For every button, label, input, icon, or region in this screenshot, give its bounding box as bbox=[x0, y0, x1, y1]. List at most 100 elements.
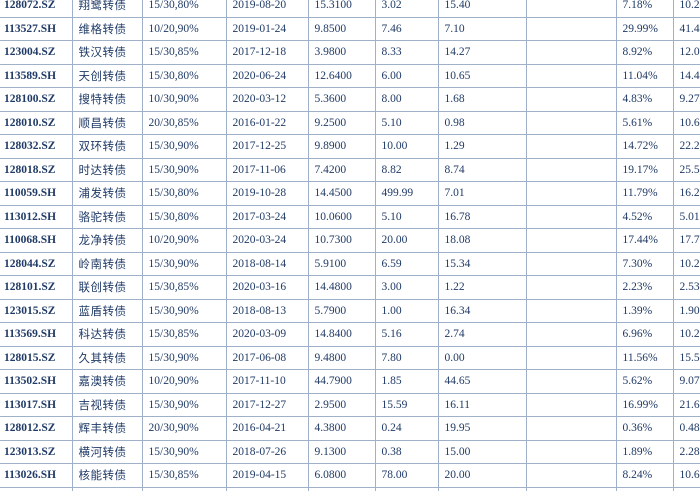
amount-cell: 5.10 bbox=[375, 111, 439, 135]
trigger-terms-cell: 15/30,85% bbox=[142, 275, 227, 300]
price-cell: 14.4800 bbox=[308, 275, 376, 300]
trigger-terms-cell: 15/30,80% bbox=[142, 64, 227, 88]
amount-cell: 78.00 bbox=[375, 463, 439, 488]
pct-b-cell: 9.07% bbox=[673, 369, 700, 394]
price-cell: 44.7900 bbox=[308, 369, 376, 394]
value-cell: 7.10 bbox=[438, 17, 527, 41]
pct-a-cell bbox=[616, 487, 674, 491]
value-cell: 0.98 bbox=[438, 111, 527, 135]
bond-code-cell: 113589.SH bbox=[0, 64, 73, 88]
table-row: 128032.SZ 双环转债 15/30,90% 2017-12-25 9.8900 10… bbox=[0, 134, 700, 159]
trigger-terms-cell: 10/20,90% bbox=[142, 17, 227, 41]
bond-code-cell: 123013.SZ bbox=[0, 440, 73, 464]
date-cell: 2017-06-08 bbox=[226, 346, 309, 370]
date-cell: 2020-03-24 bbox=[226, 228, 309, 253]
blank-cell bbox=[526, 111, 617, 135]
bond-code-cell bbox=[0, 487, 73, 491]
pct-b-cell: 14.49% bbox=[673, 64, 700, 88]
bond-name-cell: 吉视转债 bbox=[72, 393, 143, 417]
amount-cell: 8.33 bbox=[375, 40, 439, 65]
date-cell: 2020-03-09 bbox=[226, 322, 309, 347]
pct-b-cell: 10.24% bbox=[673, 0, 700, 18]
trigger-terms-cell: 20/30,85% bbox=[142, 111, 227, 135]
table-row: 113017.SH 吉视转债 15/30,90% 2017-12-27 2.9500 15… bbox=[0, 393, 700, 417]
bond-name-cell: 蓝盾转债 bbox=[72, 299, 143, 323]
bond-name-cell: 辉丰转债 bbox=[72, 416, 143, 441]
bond-code-cell: 123015.SZ bbox=[0, 299, 73, 323]
date-cell: 2018-07-26 bbox=[226, 440, 309, 464]
blank-cell bbox=[526, 463, 617, 488]
pct-b-cell: 22.29% bbox=[673, 134, 700, 159]
blank-cell bbox=[526, 181, 617, 206]
pct-a-cell: 16.99% bbox=[616, 393, 674, 417]
bond-code-cell: 128012.SZ bbox=[0, 416, 73, 441]
bond-name-cell: 浦发转债 bbox=[72, 181, 143, 206]
value-cell: 7.01 bbox=[438, 181, 527, 206]
value-cell bbox=[438, 487, 527, 491]
pct-a-cell: 5.62% bbox=[616, 369, 674, 394]
table-row: 128015.SZ 久其转债 15/30,90% 2017-06-08 9.4800 7.… bbox=[0, 346, 700, 370]
table-row: 110059.SH 浦发转债 15/30,80% 2019-10-28 14.4500 4… bbox=[0, 181, 700, 206]
bond-name-cell: 维格转债 bbox=[72, 17, 143, 41]
price-cell bbox=[308, 487, 376, 491]
bond-code-cell: 113012.SH bbox=[0, 205, 73, 229]
value-cell: 1.22 bbox=[438, 275, 527, 300]
pct-a-cell: 5.61% bbox=[616, 111, 674, 135]
trigger-terms-cell: 15/30,90% bbox=[142, 440, 227, 464]
trigger-terms-cell: 15/30,80% bbox=[142, 181, 227, 206]
value-cell: 14.27 bbox=[438, 40, 527, 65]
pct-b-cell: 0.48% bbox=[673, 416, 700, 441]
bond-name-cell: 骆驼转债 bbox=[72, 205, 143, 229]
pct-a-cell: 7.30% bbox=[616, 252, 674, 276]
blank-cell bbox=[526, 205, 617, 229]
price-cell: 14.8400 bbox=[308, 322, 376, 347]
pct-a-cell: 1.89% bbox=[616, 440, 674, 464]
price-cell: 15.3100 bbox=[308, 0, 376, 18]
bond-code-cell: 128010.SZ bbox=[0, 111, 73, 135]
blank-cell bbox=[526, 346, 617, 370]
blank-cell bbox=[526, 299, 617, 323]
pct-a-cell: 1.39% bbox=[616, 299, 674, 323]
bond-name-cell: 龙净转债 bbox=[72, 228, 143, 253]
bond-code-cell: 128018.SZ bbox=[0, 158, 73, 182]
amount-cell: 10.00 bbox=[375, 134, 439, 159]
value-cell: 18.08 bbox=[438, 228, 527, 253]
bond-code-cell: 113502.SH bbox=[0, 369, 73, 394]
trigger-terms-cell: 15/30,85% bbox=[142, 322, 227, 347]
amount-cell: 0.38 bbox=[375, 440, 439, 464]
pct-b-cell: 10.66% bbox=[673, 111, 700, 135]
table-row: 128072.SZ 翔鹭转债 15/30,80% 2019-08-20 15.3100 3… bbox=[0, 0, 700, 18]
trigger-terms-cell: 15/30,80% bbox=[142, 0, 227, 18]
table-row: 113569.SH 科达转债 15/30,85% 2020-03-09 14.8400 5… bbox=[0, 322, 700, 347]
blank-cell bbox=[526, 228, 617, 253]
bond-name-cell: 天创转债 bbox=[72, 64, 143, 88]
table-row bbox=[0, 487, 700, 491]
value-cell: 20.00 bbox=[438, 463, 527, 488]
table-row: 128101.SZ 联创转债 15/30,85% 2020-03-16 14.4800 3… bbox=[0, 275, 700, 300]
bond-name-cell: 双环转债 bbox=[72, 134, 143, 159]
price-cell: 12.6400 bbox=[308, 64, 376, 88]
value-cell: 10.65 bbox=[438, 64, 527, 88]
trigger-terms-cell: 15/30,90% bbox=[142, 393, 227, 417]
table-row: 128100.SZ 搜特转债 10/30,90% 2020-03-12 5.3600 8.… bbox=[0, 87, 700, 112]
trigger-terms-cell: 15/30,80% bbox=[142, 205, 227, 229]
bond-name-cell: 横河转债 bbox=[72, 440, 143, 464]
price-cell: 10.7300 bbox=[308, 228, 376, 253]
pct-b-cell: 10.28% bbox=[673, 322, 700, 347]
pct-b-cell: 41.49% bbox=[673, 17, 700, 41]
pct-a-cell: 29.99% bbox=[616, 17, 674, 41]
value-cell: 15.00 bbox=[438, 440, 527, 464]
blank-cell bbox=[526, 64, 617, 88]
price-cell: 7.4200 bbox=[308, 158, 376, 182]
date-cell: 2019-01-24 bbox=[226, 17, 309, 41]
blank-cell bbox=[526, 369, 617, 394]
bond-name-cell: 联创转债 bbox=[72, 275, 143, 300]
pct-a-cell: 19.17% bbox=[616, 158, 674, 182]
price-cell: 3.9800 bbox=[308, 40, 376, 65]
trigger-terms-cell: 15/30,90% bbox=[142, 252, 227, 276]
amount-cell: 6.59 bbox=[375, 252, 439, 276]
pct-a-cell: 4.83% bbox=[616, 87, 674, 112]
date-cell: 2017-12-18 bbox=[226, 40, 309, 65]
price-cell: 2.9500 bbox=[308, 393, 376, 417]
blank-cell bbox=[526, 17, 617, 41]
